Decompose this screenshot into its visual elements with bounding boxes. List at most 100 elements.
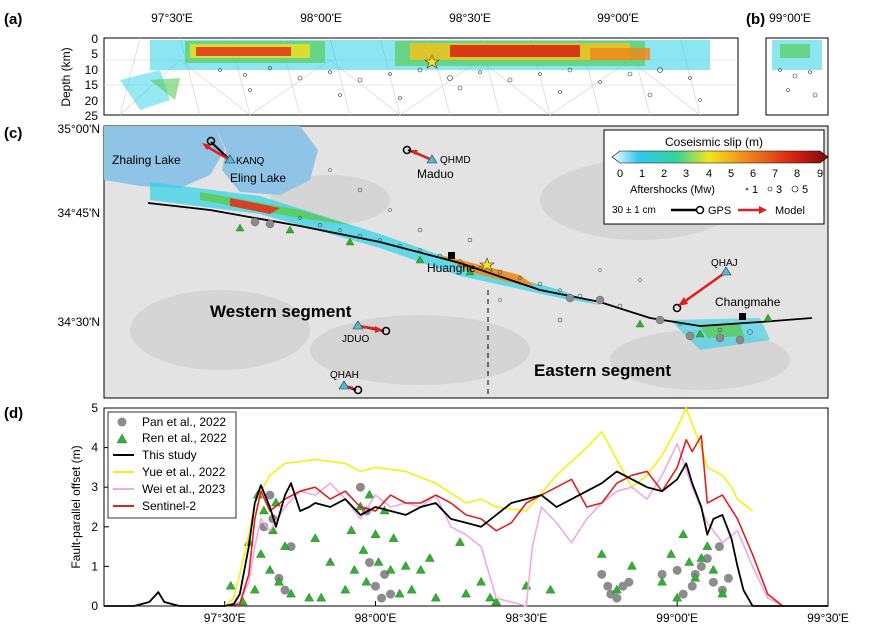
ren-point [286, 588, 296, 598]
slip-band-red [196, 47, 291, 56]
y-tick-label: 1 [91, 559, 98, 573]
map-legend-box [603, 129, 825, 225]
ren-point [325, 557, 336, 566]
gps-qhaj-model-arrow [683, 270, 727, 304]
pan-point [624, 577, 634, 587]
gps-qhaj-model-arrowhead [678, 297, 688, 306]
aftershock-size-3-symbol [767, 186, 773, 192]
legend-pan-label: Pan et al., 2022 [142, 415, 226, 429]
legend-ren-symbol [116, 433, 128, 444]
pan-point [597, 569, 607, 579]
map-lake-eling [215, 126, 318, 195]
ren-point [596, 549, 607, 558]
y-tick-label: 0 [91, 599, 98, 613]
pan-point [678, 589, 688, 599]
gps-kanq [202, 136, 236, 164]
colorbar-tick: 5 [728, 168, 734, 180]
ren-point [259, 505, 269, 515]
gps-qhmd [402, 145, 438, 164]
pan-point [714, 542, 724, 552]
gps-jduo [352, 320, 391, 336]
pan-point [364, 557, 374, 567]
panel-a-xtick-label: 98°00'E [300, 11, 342, 25]
ren-point [385, 564, 396, 574]
ren-point [256, 549, 266, 558]
pan-point [265, 490, 275, 500]
pan-point [280, 585, 290, 595]
gps-qhah-station [338, 380, 350, 390]
map-pan-sites [250, 217, 745, 345]
pan-point [355, 482, 365, 492]
ren-point [400, 560, 411, 570]
colorbar-tick: 1 [639, 168, 645, 180]
panel-a-xtick-label: 98°30'E [449, 11, 491, 25]
aftershock-size-3-label: 3 [776, 184, 782, 196]
ren-point [274, 576, 284, 586]
gps-kanq-model-arrowhead [202, 143, 211, 150]
ren-point [545, 584, 556, 594]
pan-point [696, 561, 706, 571]
pan-point [371, 581, 380, 591]
gps-qhmd-model-arrowhead [410, 150, 418, 155]
slip-patch-deep [150, 78, 180, 100]
ren-point [361, 576, 372, 586]
map-label-western-segment: Western segment [210, 302, 352, 321]
panel-a-ytick-label: 20 [85, 94, 99, 108]
ren-point [476, 576, 486, 586]
map-lake-zhaling [104, 126, 225, 188]
panel-b-frame [765, 37, 829, 116]
ren-point [249, 584, 260, 594]
map-ren-sites [235, 223, 773, 338]
y-tick-label: 5 [91, 401, 98, 415]
map-label-zhaling-lake: Zhaling Lake [112, 153, 181, 167]
ren-point [627, 560, 637, 570]
y-tick-label: 2 [91, 520, 98, 534]
map-lat-ticks: 35°00'N 34°45'N 34°30'N [58, 122, 100, 329]
map-town-changmahe-marker [739, 313, 746, 320]
pan-point [687, 581, 697, 591]
ren-point [657, 576, 667, 586]
map-label-maduo: Maduo [417, 167, 454, 181]
ren-point [265, 564, 275, 574]
ren-point [340, 584, 351, 594]
series-line-this-study [104, 462, 828, 607]
ren-point [678, 529, 689, 538]
map-frame: Zhaling Lake Eling Lake Maduo Huanghe Ch… [103, 125, 829, 399]
legend-pan-symbol [117, 417, 127, 427]
y-tick-label: 3 [91, 480, 98, 494]
panel-a-slip-distribution [120, 40, 710, 110]
panel-b-label: (b) [746, 11, 765, 28]
pan-point [612, 593, 622, 603]
gps-jduo-model-arrowhead [375, 326, 383, 333]
ren-point [346, 525, 357, 534]
panel-a-epicenter-star [424, 54, 440, 69]
gps-label-qhah: QHAH [330, 370, 359, 381]
panel-a-ytick-label: 0 [91, 32, 98, 46]
aftershock-size-1-symbol [745, 187, 749, 191]
ren-point [280, 541, 290, 550]
map-lat-label: 34°30'N [58, 315, 100, 329]
ren-point [666, 549, 676, 558]
y-tick-label: 4 [91, 441, 98, 455]
colorbar-tick: 9 [817, 168, 823, 180]
colorbar-tick: 0 [617, 168, 623, 180]
ren-point [415, 564, 426, 574]
ren-point [672, 592, 683, 602]
map-legend-title: Coseismic slip (m) [665, 135, 763, 149]
map-legend: Coseismic slip (m) 0 1 2 3 4 [603, 129, 829, 225]
panel-a-ytick-label: 25 [85, 109, 99, 123]
legend-sentinel-label: Sentinel-2 [142, 499, 196, 513]
ren-point [304, 592, 314, 602]
gps-jduo-station [352, 320, 364, 330]
x-tick-label: 97°30'E [204, 611, 246, 625]
x-tick-label: 98°30'E [505, 611, 547, 625]
ren-point [455, 537, 465, 546]
gps-qhaj-station [720, 266, 732, 276]
ren-point [430, 592, 441, 602]
legend-yue-label: Yue et al., 2022 [142, 465, 226, 479]
gps-label-qhaj: QHAJ [711, 258, 738, 269]
x-tick-label: 99°00'E [656, 611, 698, 625]
ren-point [696, 553, 707, 562]
aftershock-size-5-label: 5 [802, 184, 808, 196]
